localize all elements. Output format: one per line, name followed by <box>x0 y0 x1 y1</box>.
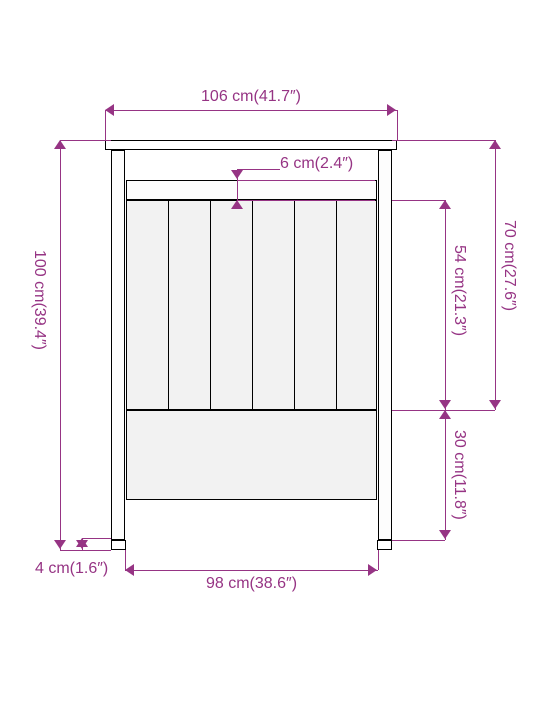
dim-foot-ext-t <box>82 538 111 539</box>
dim-upper-h-arrow-u <box>489 140 501 149</box>
dim-leg-h-ext-t <box>392 410 445 411</box>
dim-width-top-ext-r <box>397 110 398 140</box>
bottom-rail <box>126 410 377 500</box>
dim-channel-label: 6 cm(2.4″) <box>280 155 353 173</box>
dim-foot-ext-b <box>82 550 111 551</box>
dim-width-top-arrow-r <box>387 104 396 116</box>
foot-cap-right <box>377 540 392 550</box>
dim-inner-w-ext-l <box>125 550 126 570</box>
dim-panel-h-arrow-d <box>439 400 451 409</box>
dim-channel-line-bot <box>237 200 375 201</box>
dim-inner-w-label: 98 cm(38.6″) <box>206 575 297 593</box>
dim-upper-h-line <box>495 140 496 410</box>
dim-inner-w-line <box>125 570 378 571</box>
slat-divider <box>210 200 211 410</box>
dim-total-h-arrow-d <box>54 540 66 549</box>
dim-total-h-arrow-u <box>54 140 66 149</box>
channel <box>126 180 377 200</box>
dim-total-h-label: 100 cm(39.4″) <box>30 250 48 350</box>
dim-total-h-ext-t <box>60 140 111 141</box>
slat-divider <box>294 200 295 410</box>
slat-divider <box>252 200 253 410</box>
dim-width-top-ext-l <box>105 110 106 140</box>
dim-upper-h-label: 70 cm(27.6″) <box>500 220 518 311</box>
dim-total-h-line <box>60 140 61 550</box>
dim-channel-leader-h <box>237 169 280 170</box>
dim-leg-h-arrow-u <box>439 410 451 419</box>
dimension-diagram: 106 cm(41.7″) 6 cm(2.4″) 100 cm(39.4″) 54 c… <box>0 0 540 720</box>
dim-channel-leader-v <box>237 169 238 180</box>
dim-leg-h-ext-b <box>392 540 445 541</box>
slat-divider <box>168 200 169 410</box>
dim-upper-h-bridge-top <box>445 140 495 141</box>
post-left <box>111 150 125 540</box>
dim-foot-label: 4 cm(1.6″) <box>35 560 108 578</box>
dim-channel-line-top <box>237 180 375 181</box>
dim-leg-h-arrow-d <box>439 530 451 539</box>
dim-panel-h-arrow-u <box>439 200 451 209</box>
dim-inner-w-arrow-l <box>125 564 134 576</box>
dim-upper-h-arrow-d <box>489 400 501 409</box>
slat-divider <box>336 200 337 410</box>
dim-width-top-line <box>105 110 397 111</box>
dim-width-top-arrow-l <box>105 104 114 116</box>
dim-inner-w-ext-r <box>378 550 379 570</box>
post-right <box>378 150 392 540</box>
dim-channel-arrow-bot <box>231 200 243 209</box>
dim-panel-h-label: 54 cm(21.3″) <box>450 245 468 336</box>
dim-leg-h-line <box>445 410 446 540</box>
dim-panel-h-line <box>445 200 446 410</box>
dim-channel-span <box>237 180 238 200</box>
foot-cap-left <box>111 540 126 550</box>
dim-panel-h-ext-t <box>392 200 445 201</box>
dim-leg-h-label: 30 cm(11.8″) <box>450 430 468 520</box>
dim-inner-w-arrow-r <box>368 564 377 576</box>
top-cap <box>105 140 397 150</box>
dim-foot-arrow-d <box>76 540 88 549</box>
dim-width-top-label: 106 cm(41.7″) <box>201 88 301 106</box>
